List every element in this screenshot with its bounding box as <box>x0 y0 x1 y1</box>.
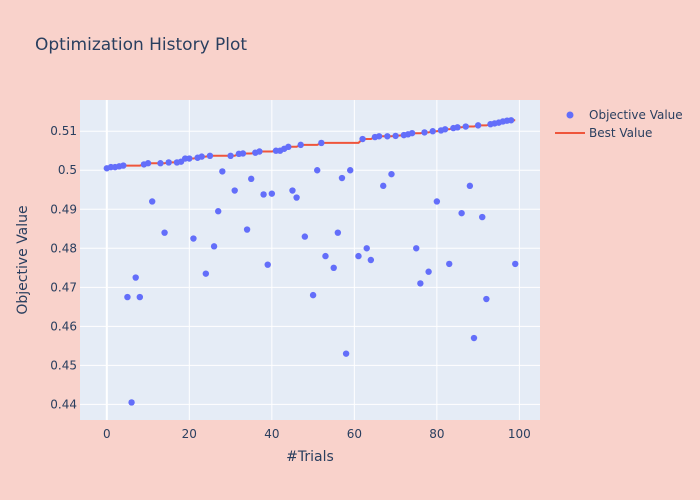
objective-point[interactable] <box>206 152 214 160</box>
legend-label-objective: Objective Value <box>589 108 683 122</box>
objective-point[interactable] <box>309 291 317 299</box>
objective-point[interactable] <box>425 268 432 275</box>
objective-point[interactable] <box>375 133 383 140</box>
objective-point[interactable] <box>466 182 474 190</box>
objective-point[interactable] <box>363 245 370 252</box>
objective-point[interactable] <box>421 129 428 136</box>
objective-point[interactable] <box>132 274 139 281</box>
objective-point[interactable] <box>289 187 296 194</box>
grid-lines <box>80 100 540 420</box>
objective-point[interactable] <box>190 235 197 242</box>
x-axis-title: #Trials <box>286 449 334 465</box>
objective-point[interactable] <box>334 229 342 236</box>
objective-point[interactable] <box>157 160 164 167</box>
objective-point[interactable] <box>148 198 156 205</box>
objective-point[interactable] <box>243 226 251 233</box>
objective-point[interactable] <box>136 293 144 301</box>
objective-point[interactable] <box>388 170 395 178</box>
objective-point[interactable] <box>202 270 210 277</box>
objective-point[interactable] <box>441 126 449 133</box>
objective-point[interactable] <box>210 243 218 250</box>
objective-point[interactable] <box>128 399 135 406</box>
objective-point[interactable] <box>338 174 346 182</box>
objective-value-series <box>103 117 519 406</box>
x-tick-label: 0 <box>103 427 111 441</box>
x-tick-label: 100 <box>508 427 531 441</box>
y-tick-label: 0.48 <box>50 241 77 255</box>
x-tick-label: 60 <box>347 427 362 441</box>
objective-point[interactable] <box>285 143 292 151</box>
x-tick-label: 80 <box>429 427 444 441</box>
objective-point[interactable] <box>384 133 391 140</box>
objective-point[interactable] <box>120 162 127 169</box>
objective-point[interactable] <box>347 167 354 174</box>
objective-point[interactable] <box>260 191 267 198</box>
legend-marker-objective <box>566 111 574 119</box>
objective-point[interactable] <box>314 167 321 174</box>
objective-point[interactable] <box>483 295 490 303</box>
objective-point[interactable] <box>215 208 222 215</box>
objective-point[interactable] <box>408 129 416 137</box>
y-tick-label: 0.44 <box>50 397 77 411</box>
objective-point[interactable] <box>227 152 234 160</box>
legend-item-objective-value[interactable]: Objective Value <box>566 108 683 122</box>
objective-point[interactable] <box>268 190 276 197</box>
objective-point[interactable] <box>367 256 375 264</box>
y-tick-label: 0.5 <box>58 163 77 177</box>
objective-point[interactable] <box>293 194 300 201</box>
objective-point[interactable] <box>507 117 515 124</box>
objective-point[interactable] <box>474 122 482 129</box>
objective-point[interactable] <box>264 261 271 268</box>
objective-point[interactable] <box>318 139 325 147</box>
objective-point[interactable] <box>186 155 193 162</box>
objective-point[interactable] <box>429 128 436 135</box>
objective-point[interactable] <box>470 334 478 342</box>
objective-point[interactable] <box>248 175 255 183</box>
objective-point[interactable] <box>380 182 387 190</box>
objective-point[interactable] <box>256 148 263 155</box>
chart-title: Optimization History Plot <box>35 35 247 55</box>
objective-point[interactable] <box>124 293 131 301</box>
y-axis-title: Objective Value <box>15 205 31 314</box>
objective-point[interactable] <box>198 153 205 160</box>
objective-point[interactable] <box>446 260 453 268</box>
objective-point[interactable] <box>413 245 420 252</box>
objective-point[interactable] <box>479 213 486 221</box>
objective-point[interactable] <box>161 229 168 236</box>
objective-point[interactable] <box>359 135 366 143</box>
y-tick-label: 0.45 <box>50 358 77 372</box>
objective-point[interactable] <box>301 233 309 240</box>
objective-point[interactable] <box>433 198 441 205</box>
objective-point[interactable] <box>342 350 350 357</box>
legend-item-best-value[interactable]: Best Value <box>555 126 652 140</box>
objective-point[interactable] <box>297 141 304 149</box>
objective-point[interactable] <box>165 159 172 166</box>
x-axis-ticks: 0 20 40 60 80 100 <box>103 427 531 441</box>
y-tick-label: 0.49 <box>50 202 77 216</box>
y-tick-label: 0.51 <box>50 124 77 138</box>
objective-point[interactable] <box>144 160 152 167</box>
legend[interactable]: Objective Value Best Value <box>555 108 683 140</box>
objective-point[interactable] <box>355 252 362 260</box>
plot-area <box>80 100 540 420</box>
objective-point[interactable] <box>417 280 424 287</box>
y-axis-ticks: 0.44 0.45 0.46 0.47 0.48 0.49 0.5 0.51 <box>50 124 77 411</box>
y-tick-label: 0.46 <box>50 319 77 333</box>
y-tick-label: 0.47 <box>50 280 77 294</box>
objective-point[interactable] <box>231 187 238 194</box>
objective-point[interactable] <box>512 260 519 268</box>
objective-point[interactable] <box>462 123 469 130</box>
objective-point[interactable] <box>458 209 465 217</box>
objective-point[interactable] <box>330 264 337 272</box>
x-tick-label: 40 <box>264 427 279 441</box>
x-tick-label: 20 <box>182 427 197 441</box>
objective-point[interactable] <box>219 168 226 175</box>
objective-point[interactable] <box>454 124 461 131</box>
objective-point[interactable] <box>322 252 329 260</box>
objective-point[interactable] <box>392 132 399 140</box>
objective-point[interactable] <box>239 150 247 157</box>
legend-label-best: Best Value <box>589 126 652 140</box>
